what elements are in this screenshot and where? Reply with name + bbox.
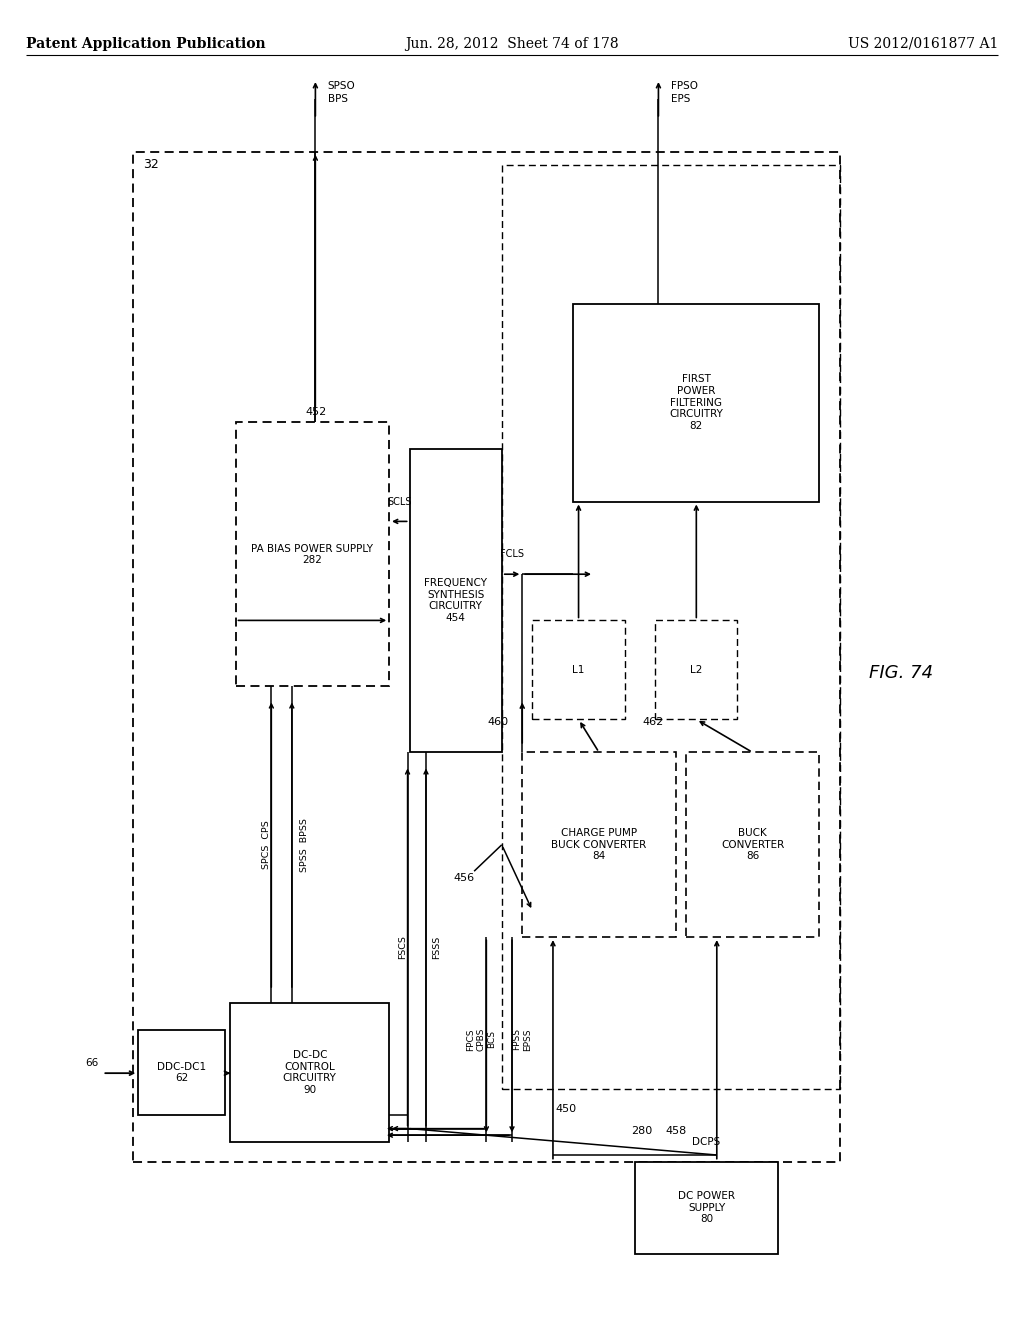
Text: PA BIAS POWER SUPPLY
282: PA BIAS POWER SUPPLY 282 <box>251 544 374 565</box>
Bar <box>532 620 625 719</box>
Text: FIRST
POWER
FILTERING
CIRCUITRY
82: FIRST POWER FILTERING CIRCUITRY 82 <box>670 375 723 430</box>
Text: SPSS  BPSS: SPSS BPSS <box>300 818 308 871</box>
Text: 452: 452 <box>305 407 327 417</box>
Text: BUCK
CONVERTER
86: BUCK CONVERTER 86 <box>721 828 784 862</box>
Text: SPCS  CPS: SPCS CPS <box>262 821 270 869</box>
Text: Patent Application Publication: Patent Application Publication <box>26 37 265 51</box>
Text: SCLS: SCLS <box>387 496 412 507</box>
Bar <box>236 422 389 686</box>
Bar <box>410 449 502 752</box>
Text: FIG. 74: FIG. 74 <box>869 664 933 682</box>
Bar <box>133 152 840 1162</box>
Text: 450: 450 <box>556 1104 577 1114</box>
Bar <box>655 620 737 719</box>
Bar <box>522 752 676 937</box>
Text: US 2012/0161877 A1: US 2012/0161877 A1 <box>848 37 998 51</box>
Text: FCLS: FCLS <box>500 549 524 560</box>
Text: DDC-DC1
62: DDC-DC1 62 <box>158 1061 206 1084</box>
Bar <box>686 752 819 937</box>
Text: FSCS: FSCS <box>398 935 407 960</box>
Text: DC-DC
CONTROL
CIRCUITRY
90: DC-DC CONTROL CIRCUITRY 90 <box>283 1051 337 1094</box>
Text: BPS: BPS <box>328 94 348 104</box>
Text: FPSO: FPSO <box>671 81 697 91</box>
Text: 460: 460 <box>487 717 509 727</box>
Bar <box>635 1162 778 1254</box>
Text: FPSS
EPSS: FPSS EPSS <box>513 1028 531 1051</box>
Text: FREQUENCY
SYNTHESIS
CIRCUITRY
454: FREQUENCY SYNTHESIS CIRCUITRY 454 <box>424 578 487 623</box>
Text: L1: L1 <box>572 665 585 675</box>
Text: 280: 280 <box>632 1126 652 1137</box>
Text: FPCS
CPBS
BCS: FPCS CPBS BCS <box>466 1028 497 1051</box>
Text: SPSO: SPSO <box>328 81 355 91</box>
Bar <box>502 165 840 1089</box>
Text: DCPS: DCPS <box>692 1137 721 1147</box>
Bar <box>230 1003 389 1142</box>
Text: DC POWER
SUPPLY
80: DC POWER SUPPLY 80 <box>678 1191 735 1225</box>
Text: 66: 66 <box>85 1057 98 1068</box>
Text: EPS: EPS <box>671 94 690 104</box>
Bar <box>573 304 819 502</box>
Bar <box>138 1030 225 1115</box>
Text: 32: 32 <box>143 158 159 172</box>
Text: Jun. 28, 2012  Sheet 74 of 178: Jun. 28, 2012 Sheet 74 of 178 <box>406 37 618 51</box>
Text: L2: L2 <box>690 665 702 675</box>
Text: 456: 456 <box>453 873 474 883</box>
Text: FSSS: FSSS <box>432 936 440 958</box>
Text: CHARGE PUMP
BUCK CONVERTER
84: CHARGE PUMP BUCK CONVERTER 84 <box>551 828 647 862</box>
Text: 458: 458 <box>666 1126 686 1137</box>
Text: 462: 462 <box>642 717 664 727</box>
